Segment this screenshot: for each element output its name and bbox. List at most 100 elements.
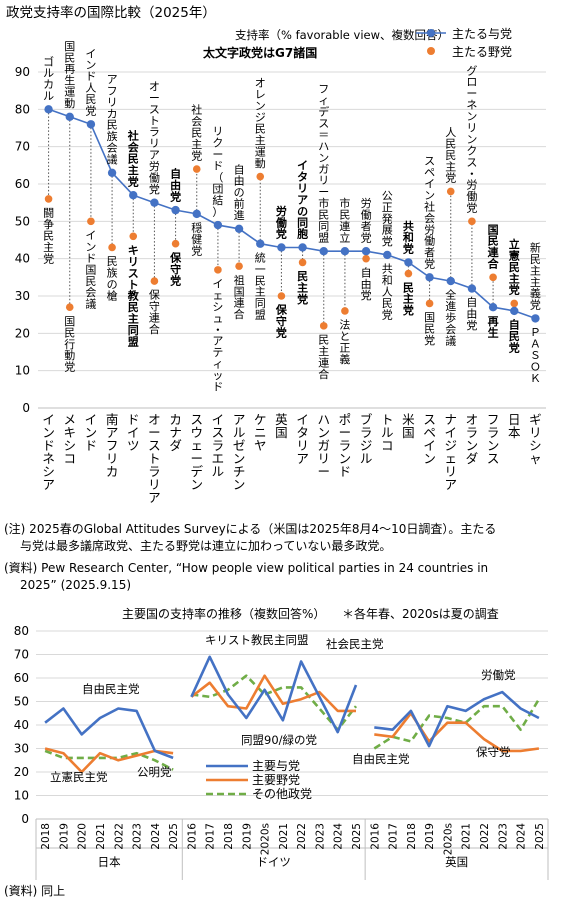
party-label-bottom: 自由党	[466, 296, 477, 332]
party-label-top: 立憲民主党	[508, 237, 520, 297]
panel-name: 英国	[445, 855, 468, 869]
opposition-point	[425, 299, 434, 308]
ruling-point	[86, 120, 96, 129]
legend-opposition-marker	[427, 47, 435, 55]
opposition-point	[341, 307, 349, 315]
support-trend-chart: 主要国の支持率の推移（複数回答%） ＊各年春、2020sは夏の調査 0 10 20 30 4…	[14, 606, 549, 880]
ruling-point	[446, 276, 455, 286]
party-label-top: スペイン社会労働者党	[424, 155, 435, 271]
party-label-bottom: 全進歩会議	[445, 288, 456, 348]
chart1-y-tick-label: 90	[15, 65, 30, 79]
party-label-top: オレンジ民主運動	[255, 77, 266, 170]
country-label: 日本	[508, 412, 521, 440]
party-label-top: 労働者党	[361, 196, 372, 244]
series-line-ruling	[44, 707, 174, 760]
opposition-point	[510, 299, 519, 308]
chart2-y-tick-label: 60	[14, 671, 29, 685]
ruling-point	[256, 239, 265, 248]
party-label-top: 市民連立	[339, 196, 350, 244]
party-label-bottom: 民主党	[297, 270, 308, 306]
chart2-x-tick-label: 2020s	[442, 823, 454, 855]
party-label-bottom: インド国民会議	[85, 229, 96, 311]
opposition-point	[446, 187, 455, 196]
chart2-y-tick-label: 70	[14, 648, 29, 662]
party-label-top: フィデス＝ハンガリー市民同盟	[318, 83, 329, 245]
chart2-x-tick-label: 2021	[461, 823, 473, 850]
chart2-x-tick-label: 2019	[241, 823, 253, 850]
series-line-opposition	[44, 747, 174, 774]
opposition-point	[489, 273, 497, 282]
party-label-top: 国民再生運動	[64, 40, 75, 110]
series-label: 自由民主党	[352, 752, 410, 766]
ruling-point	[531, 314, 540, 323]
party-support-comparison-chart: 政党支持率の国際比較（2025年） 0 10 20 30 40 50 60 70 80 90 支持率（…	[6, 4, 546, 505]
chart2-x-tick-label: 2023	[314, 823, 326, 850]
chart2-x-tick-label: 2018	[223, 823, 235, 850]
series-line-ruling	[374, 690, 540, 748]
ruling-point	[171, 205, 180, 215]
country-label: フランス	[487, 412, 500, 466]
series-line-opposition	[190, 674, 356, 713]
chart1-y-tick-label: 60	[15, 177, 30, 191]
chart1-source-line1: (資料) Pew Research Center, “How people vi…	[4, 561, 489, 575]
party-label-bottom: 祖国連合	[234, 273, 245, 321]
series-line-ruling	[190, 655, 358, 734]
chart2-x-tick-label: 2022	[113, 823, 125, 850]
ruling-point	[192, 209, 201, 219]
chart2-x-tick-label: 2020	[77, 823, 89, 850]
country-label: 米国	[402, 412, 415, 440]
country-label: ギリシャ	[529, 412, 542, 466]
country-label: 南アフリカ	[106, 412, 119, 479]
series-label: 自由民主党	[82, 682, 140, 696]
party-label-bottom: 穏健党	[191, 222, 202, 258]
chart2-source: (資料) 同上	[4, 884, 66, 898]
party-label-top: 社会民主党	[191, 103, 202, 163]
chart2-x-tick-label: 2025	[351, 823, 363, 850]
party-label-top: 自由の前進	[234, 163, 245, 222]
party-label-bottom: 闘争民主党	[43, 207, 54, 266]
party-label-bottom: 保守党	[275, 303, 288, 340]
ruling-point	[340, 247, 350, 256]
opposition-point	[44, 195, 53, 203]
country-label: ドイツ	[127, 412, 140, 453]
chart1-y-tick-label: 50	[15, 214, 30, 228]
party-label-bottom: 国民行動党	[64, 315, 75, 374]
country-label: オーストラリア	[148, 412, 161, 505]
opposition-point	[298, 258, 307, 267]
chart2-x-tick-label: 2023	[132, 823, 144, 850]
party-label-bottom: 国民党	[424, 311, 435, 347]
party-label-bottom: 自由党	[361, 266, 372, 302]
chart2-x-tick-label: 2024	[516, 823, 528, 850]
party-label-top: 国民連合	[488, 223, 500, 270]
party-label-top: 社会民主党	[127, 129, 140, 189]
opposition-point	[87, 217, 95, 226]
chart2-y-tick-label: 80	[14, 624, 29, 638]
opposition-point	[404, 269, 413, 278]
opposition-point	[256, 172, 265, 181]
chart2-x-tick-label: 2024	[333, 823, 345, 850]
opposition-point	[150, 277, 159, 285]
chart1-title: 政党支持率の国際比較（2025年）	[6, 4, 216, 21]
legend-ruling-label: 主要与党	[252, 758, 300, 773]
party-label-bottom: 自民党	[509, 318, 520, 355]
chart1-ylabel: 支持率（% favorable view、複数回答）	[235, 28, 449, 42]
chart2-x-tick-label: 2023	[497, 823, 509, 850]
chart1-subtitle: 太文字政党はG7諸国	[203, 45, 317, 60]
country-label: スペイン	[423, 412, 436, 466]
panel-name: ドイツ	[256, 855, 291, 869]
country-label: ブラジル	[360, 412, 373, 466]
party-label-top: ゴルカル	[43, 54, 54, 102]
ruling-point	[404, 258, 413, 267]
chart2-y-tick-label: 10	[14, 789, 29, 803]
chart1-y-tick-label: 0	[22, 401, 30, 415]
series-line-other	[373, 698, 541, 750]
ruling-point	[361, 247, 371, 256]
opposition-point	[214, 266, 222, 274]
chart2-y-tick-label: 50	[14, 695, 29, 709]
series-label: キリスト教民主同盟	[205, 633, 309, 647]
chart2-x-tick-label: 2016	[369, 823, 381, 850]
